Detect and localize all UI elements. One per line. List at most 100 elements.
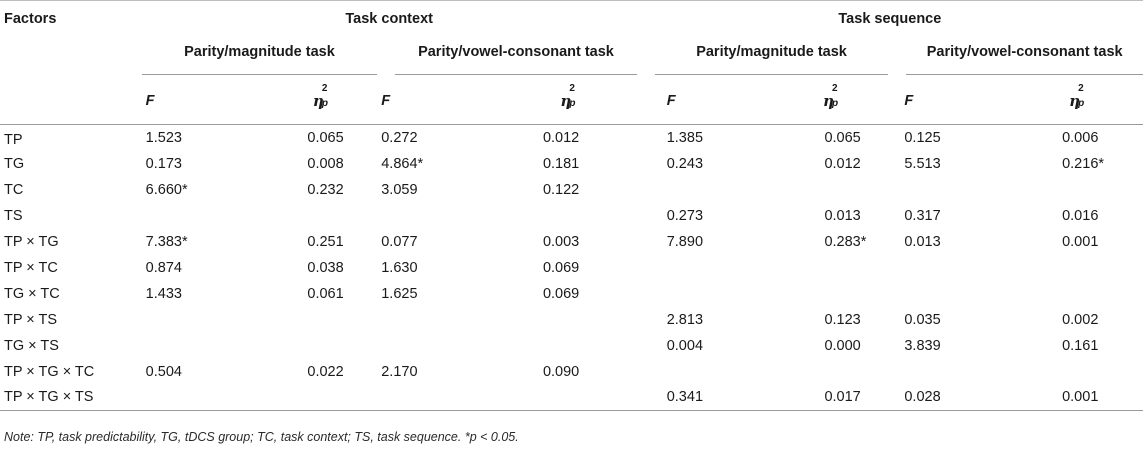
tc-parity-vowel-header: Parity/vowel-consonant task (395, 44, 637, 75)
table-row: TG × TC 1.433 0.061 1.625 0.069 (0, 281, 1143, 307)
eta-value-cell (495, 333, 637, 359)
eta-value-cell (495, 307, 637, 333)
eta-value-cell: 0.251 (307, 233, 344, 250)
f-value-cell: 0.028 (888, 384, 1007, 411)
f-value-cell: 0.243 (666, 155, 704, 172)
table-row: TP × TG 7.383* 0.251 0.077 0.003 7.890 0.283* 0… (0, 229, 1143, 255)
eta-value-cell: 0.283* (824, 233, 867, 250)
f-value-cell: 2.170 (381, 363, 418, 380)
table-body: TP 1.523 0.065 0.272 0.012 1.385 0.065 0.125 0.0… (0, 125, 1143, 411)
f-value-cell (637, 255, 769, 281)
f-value-cell: 0.004 (666, 337, 704, 354)
table-row: TC 6.660* 0.232 3.059 0.122 (0, 177, 1143, 203)
f-value-cell: 0.273 (666, 207, 704, 224)
factor-cell: TP (4, 131, 23, 148)
f-label: F (381, 93, 391, 110)
table-note: Note: TP, task predictability, TG, tDCS … (4, 430, 519, 444)
factor-cell: TP × TG × TS (0, 384, 142, 411)
eta-value-cell: 0.216* (1062, 155, 1105, 172)
eta-value-cell: 0.122 (542, 181, 580, 198)
f-value-cell: 0.272 (381, 129, 418, 146)
eta-value-cell: 0.017 (768, 384, 889, 411)
f-value-cell: 0.874 (145, 259, 182, 276)
f-value-cell: 6.660* (145, 181, 188, 198)
eta-value-cell (495, 203, 637, 229)
eta-value-cell: 0.001 (1006, 384, 1143, 411)
table-row: TP × TC 0.874 0.038 1.630 0.069 (0, 255, 1143, 281)
table-row: TS 0.273 0.013 0.317 0.016 (0, 203, 1143, 229)
f-value-cell (377, 307, 495, 333)
eta-value-cell: 0.022 (307, 363, 344, 380)
eta-value-cell: 0.000 (824, 337, 861, 354)
eta-value-cell: 0.001 (1062, 233, 1099, 250)
eta-value-cell: 0.069 (542, 259, 580, 276)
factor-cell: TS (4, 207, 23, 224)
f-value-cell: 1.385 (666, 129, 704, 146)
f-value-cell (377, 384, 495, 411)
eta-value-cell: 0.013 (824, 207, 861, 224)
f-value-cell: 1.433 (145, 285, 182, 302)
eta-value-cell: 0.181 (542, 155, 580, 172)
f-value-cell: 7.890 (666, 233, 704, 250)
f-value-cell: 2.813 (666, 311, 704, 328)
eta-value-cell: 0.038 (307, 259, 344, 276)
eta-value-cell: 0.002 (1062, 311, 1099, 328)
eta-value-cell: 0.232 (307, 181, 344, 198)
table-row: TP 1.523 0.065 0.272 0.012 1.385 0.065 0.125 0.0… (0, 125, 1143, 151)
f-value-cell (377, 333, 495, 359)
eta-value-cell (259, 333, 377, 359)
eta-value-cell: 0.012 (542, 129, 580, 146)
f-value-cell (142, 307, 260, 333)
eta-value-cell (768, 255, 888, 281)
f-value-cell (637, 359, 769, 385)
header-row-1: Factors Task context Task sequence (0, 0, 1143, 37)
eta-value-cell (259, 307, 377, 333)
eta-value-cell (768, 177, 888, 203)
f-value-cell: 1.625 (381, 285, 418, 302)
f-value-cell: 3.839 (904, 337, 941, 354)
f-value-cell: 0.013 (904, 233, 941, 250)
f-value-cell (888, 359, 1006, 385)
eta-value-cell (259, 384, 378, 411)
ts-parity-magnitude-header: Parity/magnitude task (654, 44, 889, 75)
anova-results-table: Factors Task context Task sequence Parit… (0, 0, 1143, 411)
f-label: F (666, 93, 676, 110)
eta-value-cell (494, 384, 637, 411)
f-value-cell (377, 203, 495, 229)
eta-value-cell: 0.016 (1062, 207, 1099, 224)
f-value-cell (637, 177, 769, 203)
f-value-cell (142, 203, 260, 229)
ts-parity-vowel-header: Parity/vowel-consonant task (906, 44, 1143, 75)
f-value-cell: 0.504 (145, 363, 182, 380)
f-value-cell: 0.125 (904, 129, 941, 146)
task-context-header: Task context (141, 0, 637, 37)
f-value-cell: 1.630 (381, 259, 418, 276)
factors-header: Factors (0, 0, 142, 37)
factor-cell: TP × TC (4, 259, 58, 276)
table-row: TG 0.173 0.008 4.864* 0.181 0.243 0.012 5.513 0.… (0, 151, 1143, 177)
eta-value-cell (1006, 359, 1143, 385)
eta-value-cell: 0.123 (824, 311, 861, 328)
factor-cell: TP × TS (4, 311, 58, 328)
f-value-cell: 1.523 (145, 129, 182, 146)
factor-cell: TG (4, 155, 25, 172)
factor-cell: TG × TC (4, 285, 60, 302)
f-value-cell: 0.173 (145, 155, 182, 172)
f-value-cell: 0.317 (904, 207, 941, 224)
f-label: F (145, 93, 155, 110)
f-value-cell (888, 177, 1006, 203)
table-row: TP × TS 2.813 0.123 0.035 0.002 (0, 307, 1143, 333)
f-value-cell (888, 255, 1006, 281)
table-row: TP × TG × TS 0.341 0.017 0.028 0.001 (0, 384, 1143, 411)
f-value-cell: 4.864* (381, 155, 424, 172)
f-value-cell (141, 384, 260, 411)
eta-value-cell: 0.065 (307, 129, 344, 146)
f-value-cell: 7.383* (145, 233, 188, 250)
eta-value-cell: 0.003 (542, 233, 580, 250)
eta-value-cell: 0.012 (824, 155, 861, 172)
